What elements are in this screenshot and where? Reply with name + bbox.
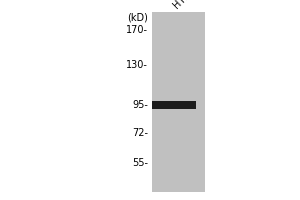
Text: (kD): (kD) [127, 13, 148, 23]
Text: HT29: HT29 [171, 0, 196, 10]
Text: 55-: 55- [132, 158, 148, 168]
Bar [152, 101, 196, 109]
Text: 72-: 72- [132, 128, 148, 138]
Text: 170-: 170- [126, 25, 148, 35]
Text: 95-: 95- [132, 100, 148, 110]
Bar [152, 12, 205, 192]
Text: 130-: 130- [126, 60, 148, 70]
